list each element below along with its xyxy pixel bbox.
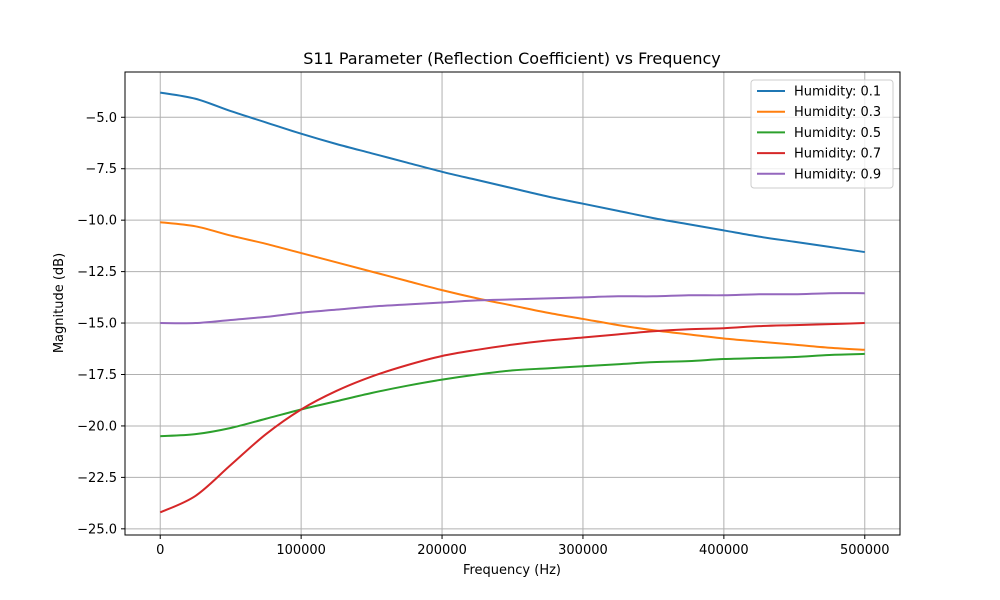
plot-area-frame bbox=[124, 71, 901, 536]
y-tick-label: −10.0 bbox=[77, 214, 117, 229]
series-layer bbox=[159, 91, 865, 514]
x-axis-label: Frequency (Hz) bbox=[463, 563, 561, 578]
y-axis-label: Magnitude (dB) bbox=[52, 253, 67, 353]
legend: Humidity: 0.1 Humidity: 0.3 Humidity: 0.5 H… bbox=[750, 79, 894, 189]
series-line-5 bbox=[160, 292, 865, 325]
y-tick-label: −22.5 bbox=[77, 471, 117, 486]
x-tick-label: 100000 bbox=[276, 543, 326, 558]
x-tick-label: 500000 bbox=[840, 543, 890, 558]
y-tick-label: −15.0 bbox=[77, 317, 117, 332]
y-tick-label: −20.0 bbox=[77, 419, 117, 434]
legend-label: Humidity: 0.1 bbox=[794, 85, 881, 100]
y-tick-label: −7.5 bbox=[85, 162, 117, 177]
series-line-4 bbox=[159, 322, 865, 514]
chart-title: S11 Parameter (Reflection Coefficient) v… bbox=[303, 49, 721, 68]
series-line-3 bbox=[160, 352, 865, 438]
series-line-2 bbox=[160, 221, 865, 351]
x-tick-label: 400000 bbox=[699, 543, 749, 558]
x-tick-label: 200000 bbox=[417, 543, 467, 558]
x-tick-label: 300000 bbox=[558, 543, 608, 558]
legend-label: Humidity: 0.5 bbox=[794, 126, 881, 141]
legend-box bbox=[750, 79, 894, 189]
ticks: 0 100000 200000 300000 400000 500000 −25.0 −22.… bbox=[77, 111, 889, 558]
legend-label: Humidity: 0.9 bbox=[794, 167, 881, 182]
y-tick-label: −25.0 bbox=[77, 522, 117, 537]
series-line-1 bbox=[160, 91, 865, 254]
y-tick-label: −12.5 bbox=[77, 265, 117, 280]
x-tick-label: 0 bbox=[156, 543, 164, 558]
y-tick-label: −17.5 bbox=[77, 368, 117, 383]
legend-label: Humidity: 0.3 bbox=[794, 105, 881, 120]
legend-label: Humidity: 0.7 bbox=[794, 147, 881, 162]
y-tick-label: −5.0 bbox=[85, 111, 117, 126]
